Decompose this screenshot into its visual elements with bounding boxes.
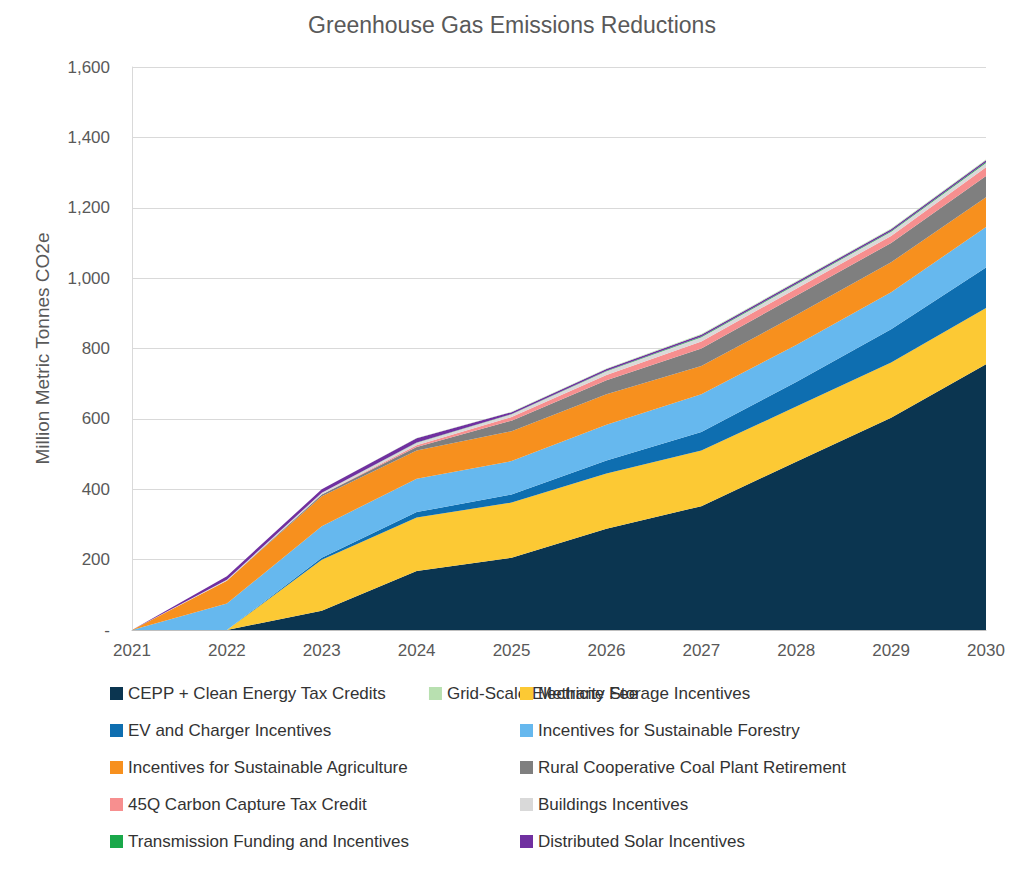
svg-text:400: 400 [82, 480, 110, 499]
svg-text:Methane Fee: Methane Fee [538, 684, 638, 703]
svg-text:1,400: 1,400 [67, 128, 110, 147]
svg-text:2024: 2024 [398, 641, 436, 660]
svg-text:Grid-Scale Electricity Storage: Grid-Scale Electricity Storage Incentive… [447, 684, 750, 703]
svg-text:2027: 2027 [682, 641, 720, 660]
svg-text:Distributed Solar Incentives: Distributed Solar Incentives [538, 832, 745, 851]
svg-text:1,000: 1,000 [67, 269, 110, 288]
svg-text:2021: 2021 [113, 641, 151, 660]
svg-text:1,200: 1,200 [67, 198, 110, 217]
svg-text:Transmission Funding and Incen: Transmission Funding and Incentives [128, 832, 409, 851]
svg-text:2029: 2029 [872, 641, 910, 660]
svg-text:2026: 2026 [588, 641, 626, 660]
svg-text:-: - [104, 621, 110, 640]
svg-text:2022: 2022 [208, 641, 246, 660]
svg-text:Rural Cooperative Coal Plant R: Rural Cooperative Coal Plant Retirement [538, 758, 846, 777]
svg-text:Incentives for Sustainable For: Incentives for Sustainable Forestry [538, 721, 800, 740]
svg-text:Million Metric Tonnes CO2e: Million Metric Tonnes CO2e [32, 233, 53, 465]
svg-text:45Q Carbon Capture Tax Credit: 45Q Carbon Capture Tax Credit [128, 795, 367, 814]
svg-text:200: 200 [82, 550, 110, 569]
svg-text:2028: 2028 [777, 641, 815, 660]
svg-text:2025: 2025 [493, 641, 531, 660]
svg-text:Buildings Incentives: Buildings Incentives [538, 795, 688, 814]
svg-text:Greenhouse Gas Emissions Reduc: Greenhouse Gas Emissions Reductions [308, 12, 716, 38]
svg-text:2030: 2030 [967, 641, 1005, 660]
svg-text:2023: 2023 [303, 641, 341, 660]
svg-text:EV and Charger Incentives: EV and Charger Incentives [128, 721, 331, 740]
svg-text:Incentives for Sustainable Agr: Incentives for Sustainable Agriculture [128, 758, 408, 777]
svg-text:CEPP + Clean Energy Tax Credit: CEPP + Clean Energy Tax Credits [128, 684, 386, 703]
svg-text:600: 600 [82, 409, 110, 428]
svg-text:1,600: 1,600 [67, 58, 110, 77]
svg-text:800: 800 [82, 339, 110, 358]
